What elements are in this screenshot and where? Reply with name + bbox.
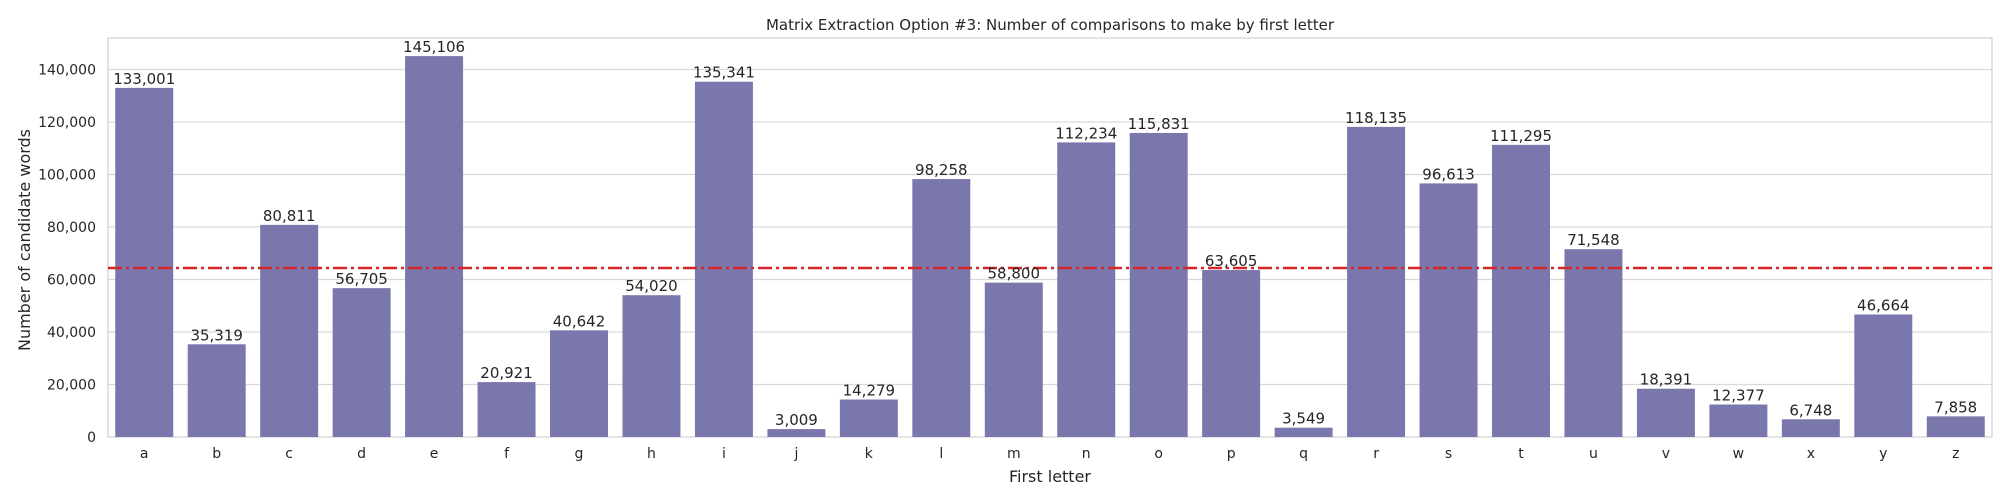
x-tick-label-o: o <box>1154 446 1163 462</box>
data-label-z: 7,858 <box>1934 398 1977 416</box>
bar-o <box>1129 132 1188 438</box>
data-label-b: 35,319 <box>190 326 243 344</box>
bar-g <box>550 330 608 437</box>
x-tick-label-q: q <box>1299 446 1308 462</box>
bar-q <box>1274 427 1333 437</box>
x-tick-label-x: x <box>1807 446 1815 462</box>
y-tick-label: 140,000 <box>38 63 96 79</box>
bar-u <box>1564 249 1623 437</box>
bar-p <box>1202 270 1261 437</box>
data-label-o: 115,831 <box>1128 115 1190 133</box>
data-label-g: 40,642 <box>553 312 606 330</box>
data-label-k: 14,279 <box>843 382 896 400</box>
chart-title: Matrix Extraction Option #3: Number of c… <box>766 16 1335 34</box>
x-tick-label-d: d <box>357 446 366 462</box>
bar-h <box>622 295 681 437</box>
x-tick-label-p: p <box>1227 446 1236 462</box>
x-tick-label-z: z <box>1952 446 1959 462</box>
x-tick-label-f: f <box>504 446 510 462</box>
x-tick-label-n: n <box>1082 446 1091 462</box>
data-label-f: 20,921 <box>480 364 533 382</box>
bar-c <box>260 224 319 437</box>
y-tick-label: 60,000 <box>47 273 96 289</box>
data-label-a: 133,001 <box>113 70 175 88</box>
data-label-p: 63,605 <box>1205 252 1258 270</box>
bar-t <box>1492 144 1550 437</box>
x-tick-label-l: l <box>939 446 943 462</box>
data-label-n: 112,234 <box>1055 124 1117 142</box>
axis-layer: 0 20,000 40,000 60,000 80,000 100,000 120,000 1… <box>38 63 1959 463</box>
bar-n <box>1057 142 1116 438</box>
x-tick-label-b: b <box>212 446 221 462</box>
x-tick-label-g: g <box>575 446 584 462</box>
y-axis-label: Number of candidate words <box>15 129 34 351</box>
x-tick-label-i: i <box>722 446 726 462</box>
bar-y <box>1854 314 1913 437</box>
bar-x <box>1781 419 1840 437</box>
x-axis-label: First letter <box>1009 467 1091 486</box>
bar-s <box>1419 183 1478 437</box>
data-label-h: 54,020 <box>625 277 678 295</box>
data-label-e: 145,106 <box>403 38 465 56</box>
bar-a <box>115 87 174 437</box>
data-label-u: 71,548 <box>1567 231 1620 249</box>
bar-v <box>1636 388 1695 437</box>
data-label-i: 135,341 <box>693 64 755 82</box>
bar-k <box>839 399 898 437</box>
x-tick-label-t: t <box>1518 446 1524 462</box>
data-label-v: 18,391 <box>1640 371 1693 389</box>
x-tick-label-u: u <box>1589 446 1598 462</box>
data-label-y: 46,664 <box>1857 297 1910 315</box>
data-label-q: 3,549 <box>1282 410 1325 428</box>
data-label-m: 58,800 <box>988 265 1041 283</box>
bar-f <box>477 382 536 437</box>
data-label-l: 98,258 <box>915 161 968 179</box>
x-tick-label-k: k <box>865 446 874 462</box>
data-label-layer: 133,001 35,319 80,811 56,705 145,106 20,921 40… <box>113 38 1977 429</box>
data-label-w: 12,377 <box>1712 387 1765 405</box>
x-tick-label-m: m <box>1007 446 1021 462</box>
x-tick-label-w: w <box>1733 446 1744 462</box>
x-tick-label-c: c <box>285 446 293 462</box>
bar-j <box>767 429 826 437</box>
y-tick-label: 0 <box>87 430 96 446</box>
y-tick-label: 20,000 <box>47 378 96 394</box>
bar-layer <box>115 56 1985 438</box>
bar-l <box>912 179 971 437</box>
bar-e <box>405 56 464 438</box>
y-tick-label: 100,000 <box>38 168 96 184</box>
x-tick-label-v: v <box>1662 446 1670 462</box>
data-label-s: 96,613 <box>1422 165 1475 183</box>
bar-b <box>187 344 246 437</box>
x-tick-label-y: y <box>1879 446 1887 462</box>
y-tick-label: 120,000 <box>38 115 96 131</box>
x-tick-label-e: e <box>430 446 439 462</box>
data-label-x: 6,748 <box>1789 401 1832 419</box>
data-label-j: 3,009 <box>775 411 818 429</box>
bar-d <box>332 288 391 437</box>
data-label-c: 80,811 <box>263 207 316 225</box>
bar-z <box>1926 416 1985 437</box>
bar-r <box>1347 126 1406 437</box>
data-label-t: 111,295 <box>1490 127 1552 145</box>
x-tick-label-j: j <box>793 446 798 462</box>
y-tick-label: 40,000 <box>47 325 96 341</box>
bar-w <box>1709 404 1768 437</box>
bar-m <box>984 282 1043 437</box>
data-label-d: 56,705 <box>335 270 388 288</box>
data-label-r: 118,135 <box>1345 109 1407 127</box>
bar-i <box>694 81 753 438</box>
x-tick-label-h: h <box>647 446 656 462</box>
x-tick-label-r: r <box>1373 446 1379 462</box>
x-tick-label-a: a <box>140 446 149 462</box>
x-tick-label-s: s <box>1445 446 1452 462</box>
y-tick-label: 80,000 <box>47 220 96 236</box>
